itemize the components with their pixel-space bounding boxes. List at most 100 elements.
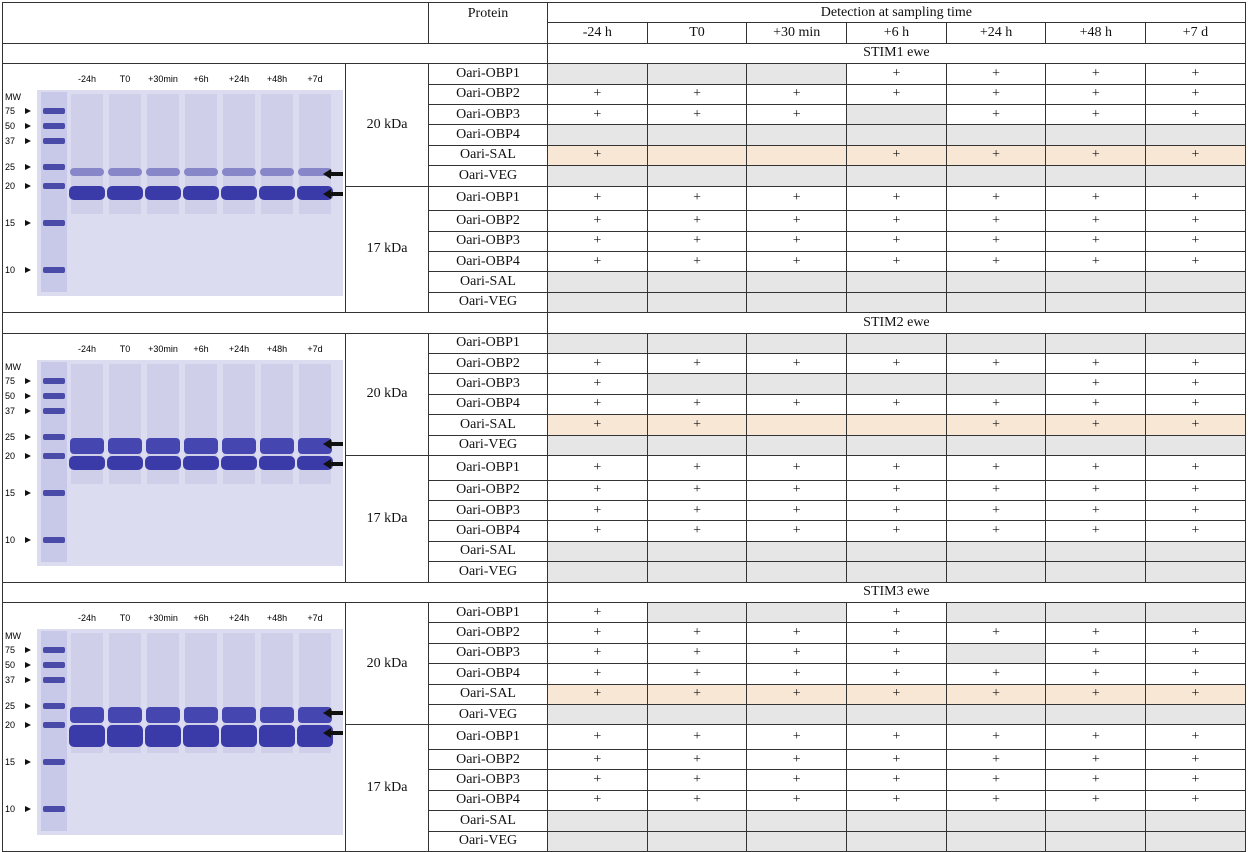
detection-cell: +	[945, 144, 1047, 167]
gel-cell: MW 75 50 37 25 20 15 10 -24h T0 +30min +6h +24h +48h +…	[2, 63, 346, 314]
detection-cell	[646, 165, 748, 187]
band-upper	[146, 706, 180, 723]
detection-cell: +	[945, 414, 1047, 436]
protein-name: Oari-VEG	[428, 434, 548, 456]
band-main	[107, 724, 143, 747]
lane-label: +6h	[193, 613, 208, 623]
lane-label: T0	[120, 74, 131, 84]
detection-cell: +	[846, 520, 947, 542]
detection-cell	[547, 561, 648, 583]
detection-cell: +	[547, 663, 648, 685]
band-main	[259, 186, 295, 201]
protein-name: Oari-VEG	[428, 291, 548, 314]
protein-row: Oari-OBP3 + + + + + + +	[3, 769, 1246, 791]
mw-label: MW	[5, 362, 21, 372]
protein-name: Oari-VEG	[428, 165, 548, 187]
detection-cell: +	[1145, 185, 1246, 212]
detection-cell: +	[846, 642, 947, 665]
marker-arrow	[25, 489, 31, 496]
detection-cell: +	[1145, 454, 1246, 481]
detection-cell	[746, 165, 848, 187]
protein-row: Oari-VEG	[3, 561, 1246, 583]
detection-cell: +	[1145, 230, 1246, 253]
marker-label: 75	[5, 106, 15, 116]
detection-cell	[646, 830, 748, 852]
protein-row: Oari-VEG	[3, 434, 1246, 456]
lane-label: +30min	[148, 613, 178, 623]
band-main	[297, 724, 333, 747]
protein-name: Oari-SAL	[428, 414, 548, 436]
marker-arrow	[25, 452, 31, 459]
marker-arrow	[25, 758, 31, 765]
protein-row: Oari-SAL	[3, 540, 1246, 563]
detection-cell: +	[646, 185, 748, 212]
detection-cell	[646, 703, 748, 726]
marker-label: 50	[5, 660, 15, 670]
protein-row: Oari-OBP4 + + + + + + +	[3, 520, 1246, 542]
ladder-band	[43, 267, 65, 274]
detection-cell: +	[646, 724, 748, 750]
detection-cell	[846, 434, 947, 456]
detection-cell	[746, 63, 848, 85]
detection-cell	[646, 373, 748, 395]
ladder-band	[43, 407, 65, 414]
protein-row: Oari-OBP4 + + + + + + +	[3, 393, 1246, 416]
header-row: Protein Detection at sampling time	[2, 1, 1246, 44]
time-header: +30 min	[746, 22, 848, 44]
band-main	[69, 186, 105, 201]
lane-label: +6h	[193, 74, 208, 84]
detection-cell: +	[1145, 769, 1246, 791]
detection-cell	[746, 830, 848, 852]
detection-cell	[646, 332, 748, 354]
detection-cell: +	[945, 520, 1047, 542]
band-main	[183, 724, 219, 747]
detection-cell	[945, 373, 1047, 395]
detection-cell	[547, 165, 648, 187]
protein-row: Oari-OBP2 + + + + + + +	[3, 622, 1246, 644]
detection-cell: +	[1145, 663, 1246, 685]
detection-cell: +	[646, 789, 748, 812]
detection-cell: +	[746, 185, 848, 212]
detection-cell	[945, 642, 1047, 665]
lane-label: +48h	[267, 613, 287, 623]
detection-cell	[746, 540, 848, 563]
arrow	[323, 438, 343, 449]
detection-cell: +	[547, 454, 648, 481]
detection-cell: +	[1145, 499, 1246, 522]
detection-cell	[746, 601, 848, 624]
detection-cell: +	[1045, 642, 1147, 665]
detection-cell: +	[945, 789, 1047, 812]
detection-cell: +	[1145, 748, 1246, 771]
detection-cell: +	[846, 789, 947, 812]
marker-label: 15	[5, 757, 15, 767]
detection-cell: +	[945, 103, 1047, 126]
protein-row: Oari-SAL + + + + + + +	[3, 683, 1246, 705]
marker-arrow	[25, 138, 31, 145]
protein-row: Oari-SAL	[3, 271, 1246, 293]
detection-cell: +	[1145, 144, 1246, 167]
detection-cell: +	[945, 393, 1047, 416]
detection-cell	[1045, 434, 1147, 456]
detection-cell: +	[547, 185, 648, 212]
ladder-band	[43, 123, 65, 130]
lane-label: +7d	[307, 74, 322, 84]
detection-cell: +	[1145, 83, 1246, 105]
lane-label: T0	[120, 344, 131, 354]
section-title-row: STIM3 ewe	[2, 581, 1246, 603]
detection-cell: +	[846, 393, 947, 416]
detection-cell	[1045, 810, 1147, 832]
detection-cell: +	[1045, 373, 1147, 395]
detection-cell	[846, 703, 947, 726]
detection-cell: +	[1045, 748, 1147, 771]
gel-image: MW 75 50 37 25 20 15 10 -24h T0 +30min +6h +24h +48h +…	[5, 613, 343, 835]
protein-row: 17 kDa Oari-OBP1 + + + + + + +	[3, 724, 1246, 852]
lane-label: +48h	[267, 344, 287, 354]
marker-label: 25	[5, 432, 15, 442]
marker-arrow	[25, 407, 31, 414]
band-upper	[260, 168, 294, 177]
detection-cell: +	[1045, 210, 1147, 232]
detection-cell: +	[945, 479, 1047, 502]
protein-name: Oari-SAL	[428, 683, 548, 705]
detection-cell: +	[746, 454, 848, 481]
